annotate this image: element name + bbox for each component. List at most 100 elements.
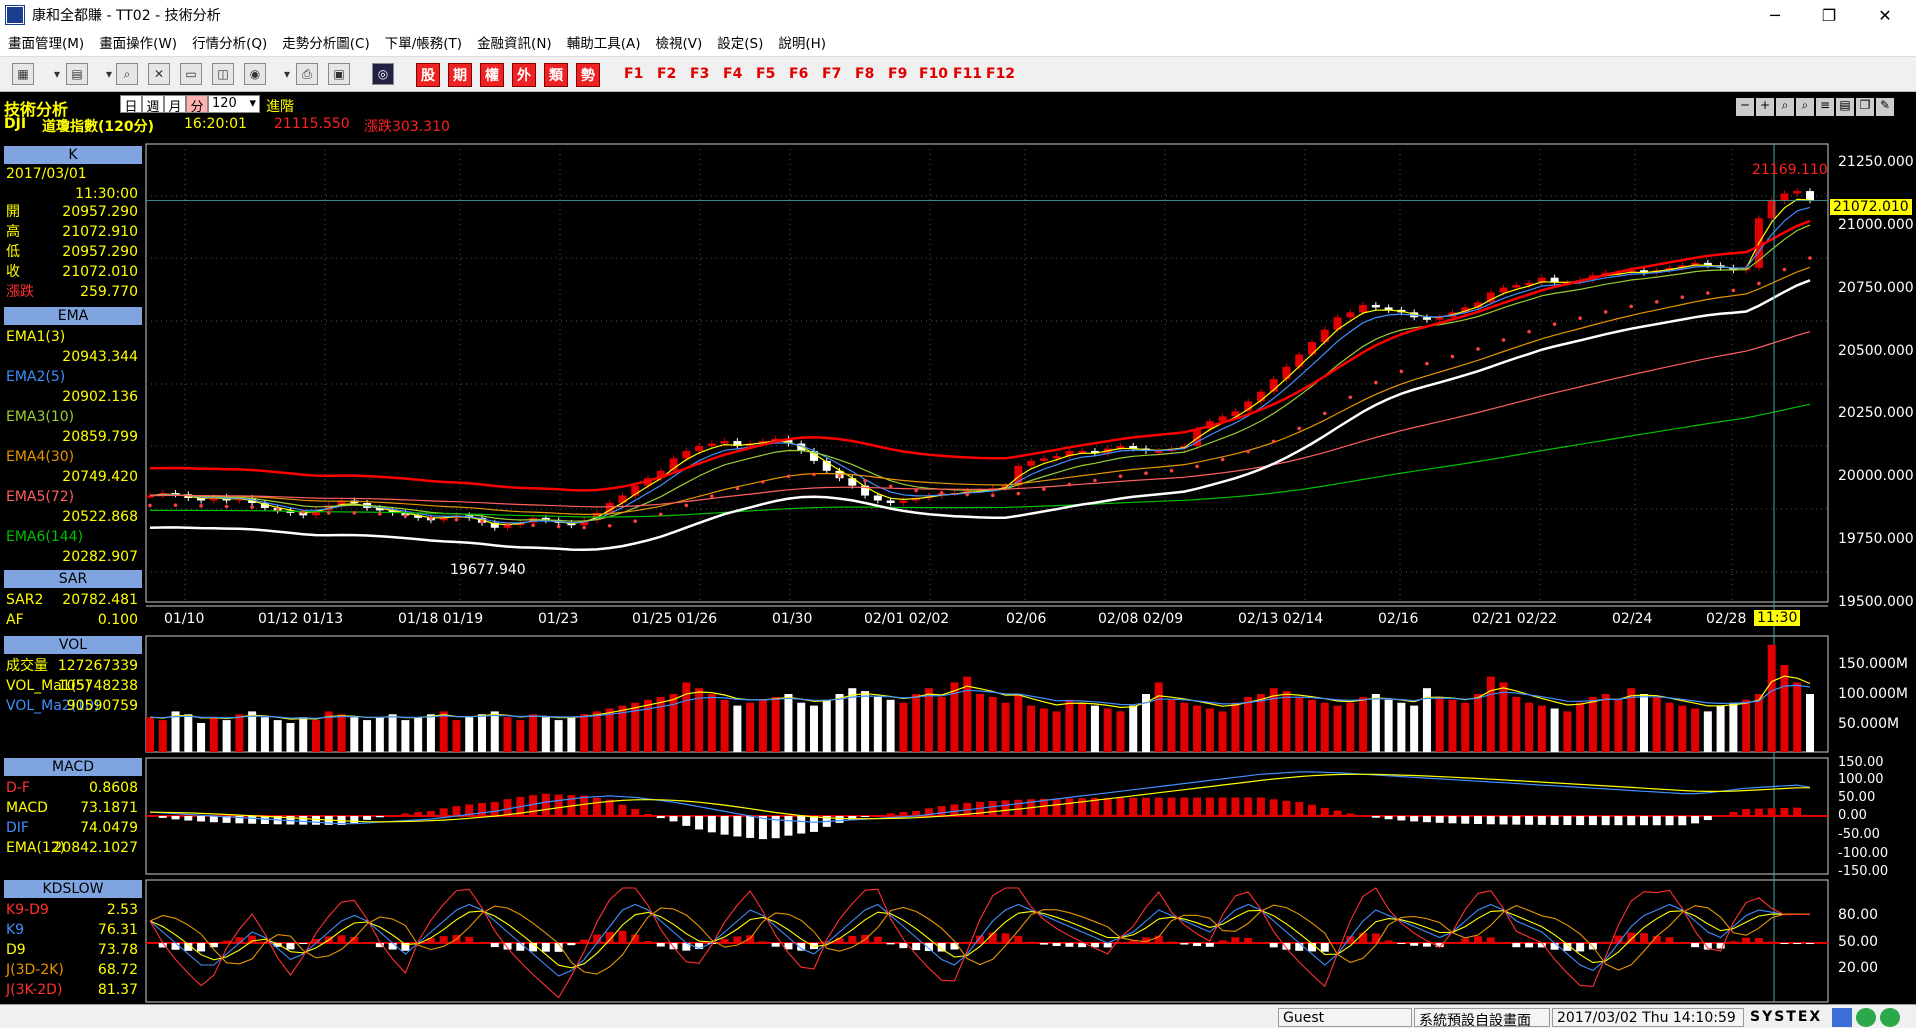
zoom-in-icon[interactable]: + xyxy=(1756,98,1774,116)
kd-hist-bar xyxy=(1499,942,1508,944)
advanced-button[interactable]: 進階 xyxy=(266,99,294,115)
candle-body xyxy=(299,512,308,516)
period-month[interactable]: 月 xyxy=(164,95,186,115)
split-icon[interactable]: ◫ xyxy=(212,63,234,85)
volume-bar xyxy=(886,699,895,752)
volume-bar xyxy=(592,711,601,752)
fkey-f2[interactable]: F2 xyxy=(657,66,677,82)
status-layout[interactable]: 系統預設自設畫面 xyxy=(1414,1008,1550,1029)
print-icon[interactable]: ⎙ xyxy=(296,63,318,85)
vol-row-value: 90590759 xyxy=(66,698,138,714)
minimize-button[interactable]: ─ xyxy=(1770,5,1780,25)
settings-icon[interactable]: ≡ xyxy=(1816,98,1834,116)
fkey-f9[interactable]: F9 xyxy=(888,66,908,82)
chart-area: 技術分析 日 週 月 分 120 ▾ 進階 DJI 道瓊指數(120分) 16:2… xyxy=(0,92,1916,1004)
magnify-plus-icon[interactable]: ⌕ xyxy=(1796,98,1814,116)
copy-icon[interactable]: ❐ xyxy=(1856,98,1874,116)
macd-hist-bar xyxy=(695,816,704,830)
menu-item-quote-analysis[interactable]: 行情分析(Q) xyxy=(192,36,268,52)
fkey-f10[interactable]: F10 xyxy=(919,66,949,82)
macd-hist-bar xyxy=(299,816,308,825)
dropdown-arrow-icon[interactable]: ▾ xyxy=(283,67,291,81)
menu-item-settings[interactable]: 設定(S) xyxy=(717,36,764,52)
candle-body xyxy=(1461,307,1470,313)
dropdown-arrow-icon[interactable]: ▾ xyxy=(53,67,61,81)
fkey-f5[interactable]: F5 xyxy=(756,66,776,82)
chevron-down-icon: ▾ xyxy=(249,96,256,111)
menu-item-tools[interactable]: 輔助工具(A) xyxy=(566,36,641,52)
sar-dot xyxy=(1552,322,1557,326)
fkey-f11[interactable]: F11 xyxy=(953,66,983,82)
macd-hist-bar xyxy=(605,799,614,816)
interval-select[interactable]: 120 ▾ xyxy=(208,95,260,113)
candle-body xyxy=(1052,455,1061,459)
globe-icon[interactable]: ◉ xyxy=(244,63,266,85)
period-week[interactable]: 週 xyxy=(142,95,164,115)
futures-button[interactable]: 期 xyxy=(448,63,472,87)
fkey-f7[interactable]: F7 xyxy=(822,66,842,82)
kd-hist-bar xyxy=(605,932,614,943)
dropdown-arrow-icon[interactable]: ▾ xyxy=(105,67,113,81)
volume-bar xyxy=(631,702,640,752)
menu-item-trend-chart[interactable]: 走勢分析圖(C) xyxy=(282,36,370,52)
zoom-out-icon[interactable]: ─ xyxy=(1736,98,1754,116)
macd-hist-bar xyxy=(1448,816,1457,824)
period-minute[interactable]: 分 xyxy=(186,95,208,115)
menu-item-screen-operate[interactable]: 畫面操作(W) xyxy=(99,36,178,52)
macd-hist-bar xyxy=(1154,797,1163,816)
foreign-button[interactable]: 外 xyxy=(512,63,536,87)
category-button[interactable]: 類 xyxy=(544,63,568,87)
monitor-icon[interactable]: ▣ xyxy=(328,63,350,85)
fkey-f3[interactable]: F3 xyxy=(690,66,710,82)
close-button[interactable]: ✕ xyxy=(1878,5,1892,25)
macd-hist-bar xyxy=(1014,799,1023,816)
window-icon[interactable]: ▭ xyxy=(180,63,202,85)
layout-icon[interactable]: ▦ xyxy=(12,63,34,85)
candle-body xyxy=(1384,307,1393,310)
macd-hist-bar xyxy=(1601,816,1610,826)
macd-hist-bar xyxy=(682,816,691,826)
sar-dot xyxy=(1654,300,1659,304)
connection-icon[interactable] xyxy=(1832,1008,1852,1027)
menu-item-screen-manage[interactable]: 畫面管理(M) xyxy=(8,36,85,52)
period-day[interactable]: 日 xyxy=(120,95,142,115)
macd-hist-bar xyxy=(848,816,857,820)
volume-bar xyxy=(924,688,933,752)
menu-item-view[interactable]: 檢視(V) xyxy=(655,36,703,52)
sar-dot xyxy=(1603,310,1608,314)
cancel-icon[interactable]: ✕ xyxy=(148,63,170,85)
kd-hist-bar xyxy=(1180,943,1189,945)
volume-bar xyxy=(248,711,257,752)
fkey-f8[interactable]: F8 xyxy=(855,66,875,82)
stock-button[interactable]: 股 xyxy=(416,63,440,87)
macd-hist-bar xyxy=(988,800,997,816)
menu-item-order-account[interactable]: 下單/帳務(T) xyxy=(384,36,463,52)
save-chart-icon[interactable]: ▤ xyxy=(1836,98,1854,116)
candle-body xyxy=(1244,401,1253,412)
fkey-f1[interactable]: F1 xyxy=(624,66,644,82)
brand-icon[interactable]: ◎ xyxy=(372,63,394,85)
trend-button[interactable]: 勢 xyxy=(576,63,600,87)
macd-hist-bar xyxy=(312,816,320,825)
fkey-f12[interactable]: F12 xyxy=(986,66,1016,82)
menu-item-finance-info[interactable]: 金融資訊(N) xyxy=(477,36,552,52)
date-tick: 02/06 xyxy=(1006,611,1047,627)
fkey-f4[interactable]: F4 xyxy=(723,66,743,82)
options-button[interactable]: 權 xyxy=(480,63,504,87)
fkey-f6[interactable]: F6 xyxy=(789,66,809,82)
volume-bar xyxy=(1729,702,1738,752)
macd-hist-bar xyxy=(1742,809,1751,816)
macd-hist-bar xyxy=(1142,797,1150,816)
kd-hist-bar xyxy=(1614,935,1623,943)
save-icon[interactable]: ▤ xyxy=(66,63,88,85)
magnify-minus-icon[interactable]: ⌕ xyxy=(1776,98,1794,116)
menu-item-help[interactable]: 說明(H) xyxy=(778,36,827,52)
tools-icon[interactable]: ✎ xyxy=(1876,98,1894,116)
maximize-button[interactable]: ❐ xyxy=(1821,5,1837,25)
macd-tick: -150.00 xyxy=(1838,864,1889,879)
candle-body xyxy=(1627,270,1636,273)
search-icon[interactable]: ⌕ xyxy=(116,63,138,85)
panel-k-header: K xyxy=(4,146,142,164)
kd-hist-bar xyxy=(1269,943,1278,948)
ema-row-label: EMA5(72) xyxy=(6,489,75,505)
